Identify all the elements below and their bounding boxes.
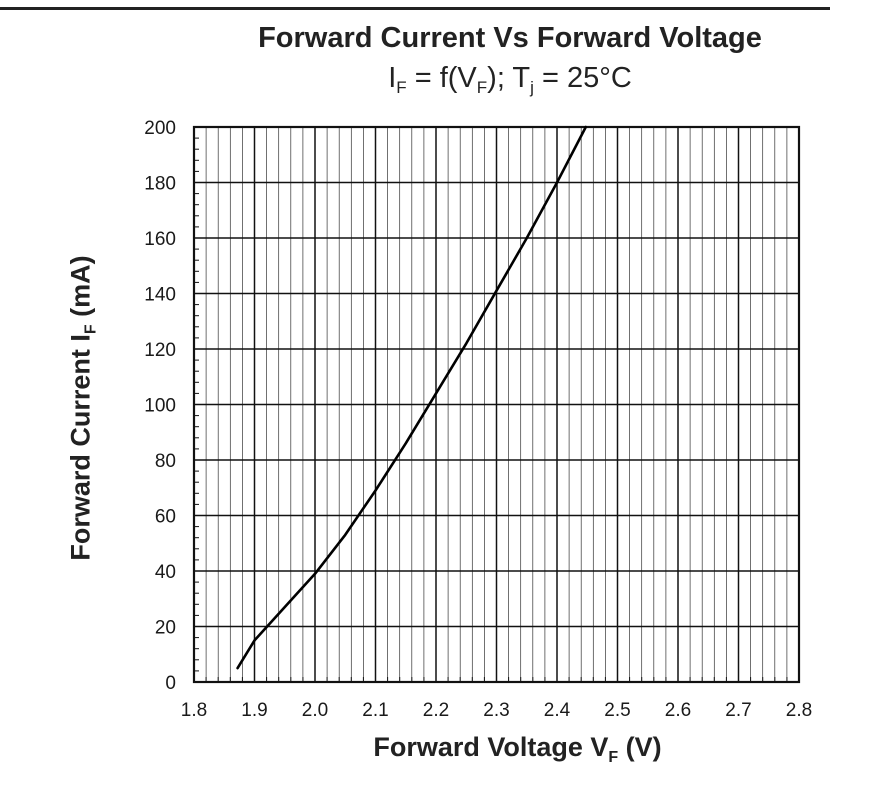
x-tick-label: 2.0 [302,700,328,721]
subtitle-sub: j [530,78,534,97]
minor-tick-marks [194,137,788,682]
y-tick-label: 160 [144,229,176,250]
x-axis-label-sub: F [608,749,619,766]
x-tick-label: 2.7 [725,700,751,721]
y-tick-label: 120 [144,340,176,361]
y-axis-label-main: Forward Current I [65,334,96,561]
x-tick-label: 1.8 [181,700,207,721]
minor-gridlines [205,127,788,682]
plot-frame [192,125,801,684]
subtitle-sub: F [396,78,407,97]
y-tick-label: 180 [144,174,176,195]
chart-subtitle: IF = f(VF); Tj = 25°C [170,62,850,98]
y-tick-label: 0 [165,673,176,694]
x-tick-label: 2.4 [544,700,571,721]
x-tick-label: 2.3 [483,700,509,721]
x-tick-label: 2.6 [665,700,691,721]
subtitle-part: = 25°C [533,62,632,94]
x-tick-labels: 1.8 1.9 2.0 2.1 2.2 2.3 2.4 2.5 2.6 2.7 2.8 [181,700,812,721]
y-tick-label: 200 [144,118,176,139]
y-tick-label: 40 [155,562,176,583]
x-tick-label: 2.5 [604,700,630,721]
y-tick-labels: 0 20 40 60 80 100 120 140 160 180 200 [144,118,176,694]
x-axis-label-main: Forward Voltage V [373,732,609,762]
x-tick-label: 2.1 [362,700,388,721]
x-axis-label-unit: (V) [618,732,662,762]
subtitle-part: = f(V [406,62,477,94]
top-rule [0,7,830,10]
series-line [236,125,588,670]
y-tick-label: 80 [155,451,176,472]
series-group [236,125,588,670]
x-tick-label: 2.8 [786,700,812,721]
y-axis-label-sub: F [82,324,100,335]
y-tick-label: 20 [155,618,176,639]
y-axis-label-unit: (mA) [65,255,96,325]
y-tick-label: 60 [155,507,176,528]
x-tick-label: 2.2 [423,700,449,721]
subtitle-sub: F [476,78,488,97]
subtitle-part: ); T [487,62,531,94]
y-axis-label: Forward Current IF (mA) [66,255,101,560]
major-gridlines [194,127,799,682]
x-tick-label: 1.9 [241,700,267,721]
y-tick-label: 100 [144,396,176,417]
y-tick-label: 140 [144,285,176,306]
chart-title: Forward Current Vs Forward Voltage [258,22,762,54]
subtitle-part: I [388,62,397,94]
x-axis-label: Forward Voltage VF (V) [195,732,840,767]
